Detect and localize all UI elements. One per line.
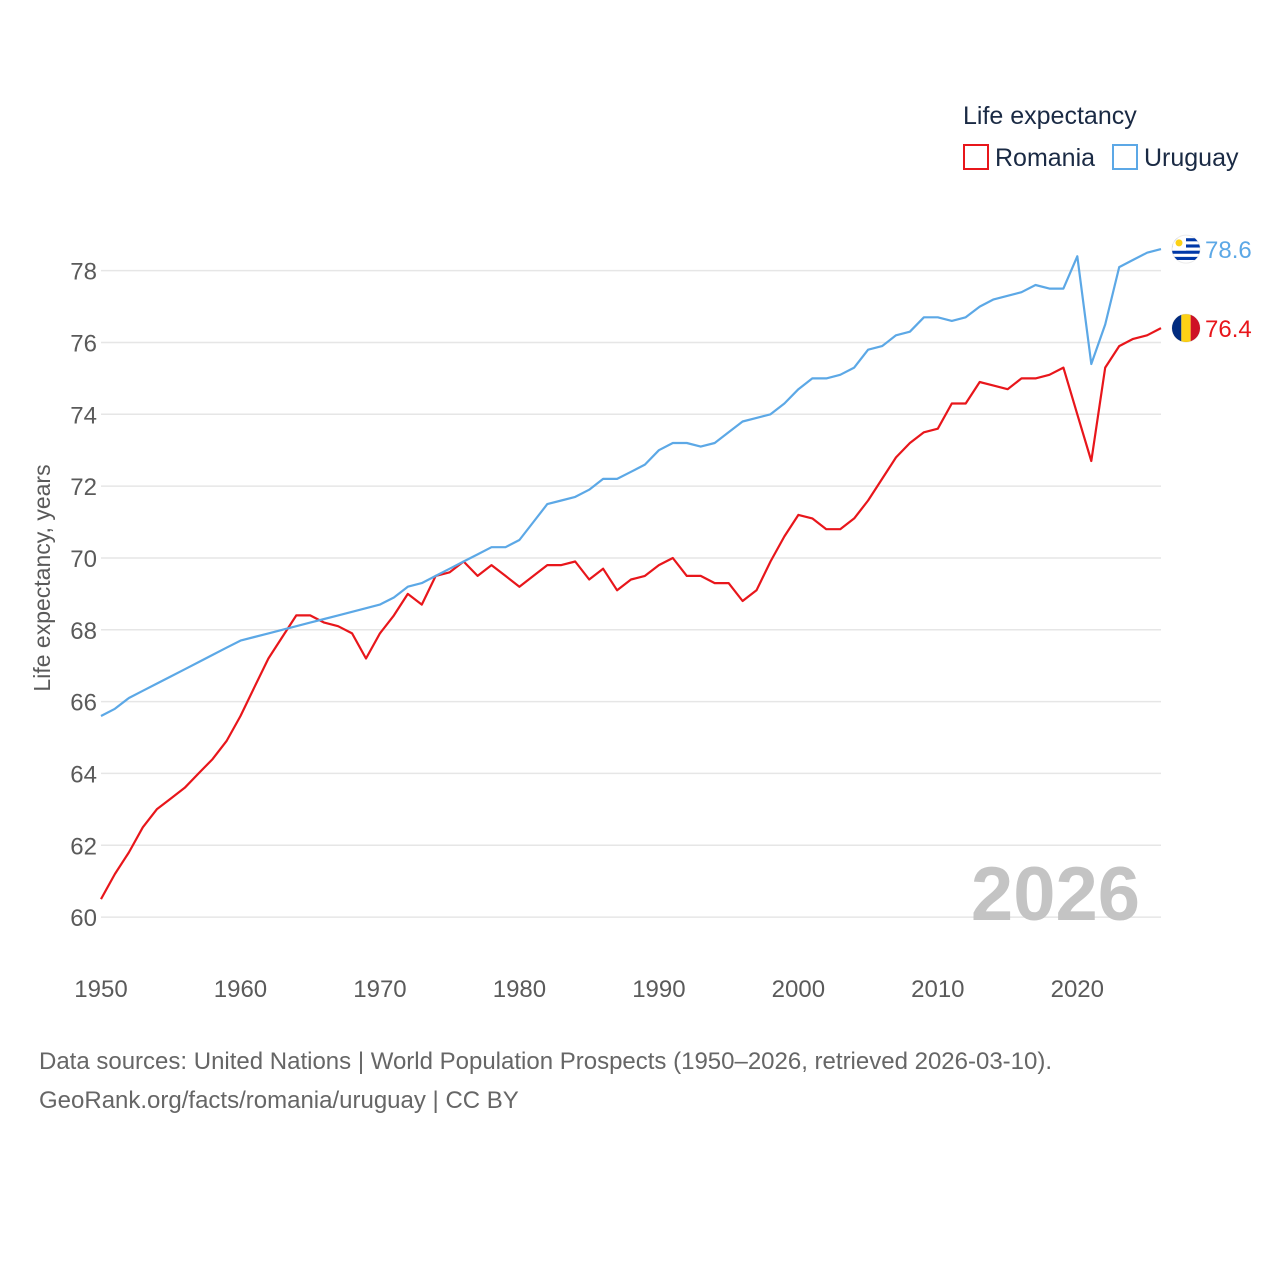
x-tick-label: 2000 <box>772 976 825 1003</box>
gridlines <box>101 269 1161 918</box>
x-axis-ticks: 1950 1960 1970 1980 1990 2000 2010 2020 <box>74 976 1104 1003</box>
x-tick-label: 2020 <box>1051 976 1104 1003</box>
x-tick-label: 1970 <box>353 976 406 1003</box>
legend-label-uruguay: Uruguay <box>1144 144 1239 172</box>
series-line-romania <box>100 327 1162 900</box>
legend-swatch-uruguay <box>1112 144 1138 170</box>
y-axis-ticks: 60 62 64 66 68 70 72 74 76 78 <box>70 259 97 932</box>
y-tick-label: 70 <box>70 546 97 573</box>
credit-link[interactable]: GeoRank.org/facts/romania/uruguay | CC B… <box>39 1087 519 1114</box>
y-tick-label: 76 <box>70 330 97 357</box>
y-tick-label: 74 <box>70 402 97 429</box>
y-tick-label: 68 <box>70 618 97 645</box>
end-markers: 76.4 78.6 <box>1171 234 1252 343</box>
uruguay-flag-icon <box>1171 234 1201 264</box>
x-tick-label: 1950 <box>74 976 127 1003</box>
y-tick-label: 60 <box>70 905 97 932</box>
legend-title: Life expectancy <box>963 102 1137 130</box>
legend: Life expectancy Romania Uruguay <box>963 102 1239 172</box>
series-line-uruguay <box>100 248 1162 717</box>
y-tick-label: 64 <box>70 761 97 788</box>
life-expectancy-chart: 60 62 64 66 68 70 72 74 76 78 1950 1960 1970 1980 199… <box>29 102 1252 1003</box>
y-axis-title: Life expectancy, years <box>29 464 55 691</box>
year-watermark: 2026 <box>971 852 1140 937</box>
y-tick-label: 62 <box>70 833 97 860</box>
footer: Data sources: United Nations | World Pop… <box>39 1042 1052 1120</box>
x-tick-label: 1980 <box>493 976 546 1003</box>
series-lines <box>100 248 1162 900</box>
x-tick-label: 1960 <box>214 976 267 1003</box>
data-sources: Data sources: United Nations | World Pop… <box>39 1048 1053 1075</box>
y-tick-label: 72 <box>70 474 97 501</box>
y-tick-label: 66 <box>70 690 97 717</box>
legend-swatch-romania <box>963 144 989 170</box>
x-tick-label: 1990 <box>632 976 685 1003</box>
y-tick-label: 78 <box>70 259 97 286</box>
romania-flag-icon <box>1171 313 1201 343</box>
x-tick-label: 2010 <box>911 976 964 1003</box>
legend-label-romania: Romania <box>995 144 1095 172</box>
end-value-romania: 76.4 <box>1205 316 1252 343</box>
end-value-uruguay: 78.6 <box>1205 237 1252 264</box>
